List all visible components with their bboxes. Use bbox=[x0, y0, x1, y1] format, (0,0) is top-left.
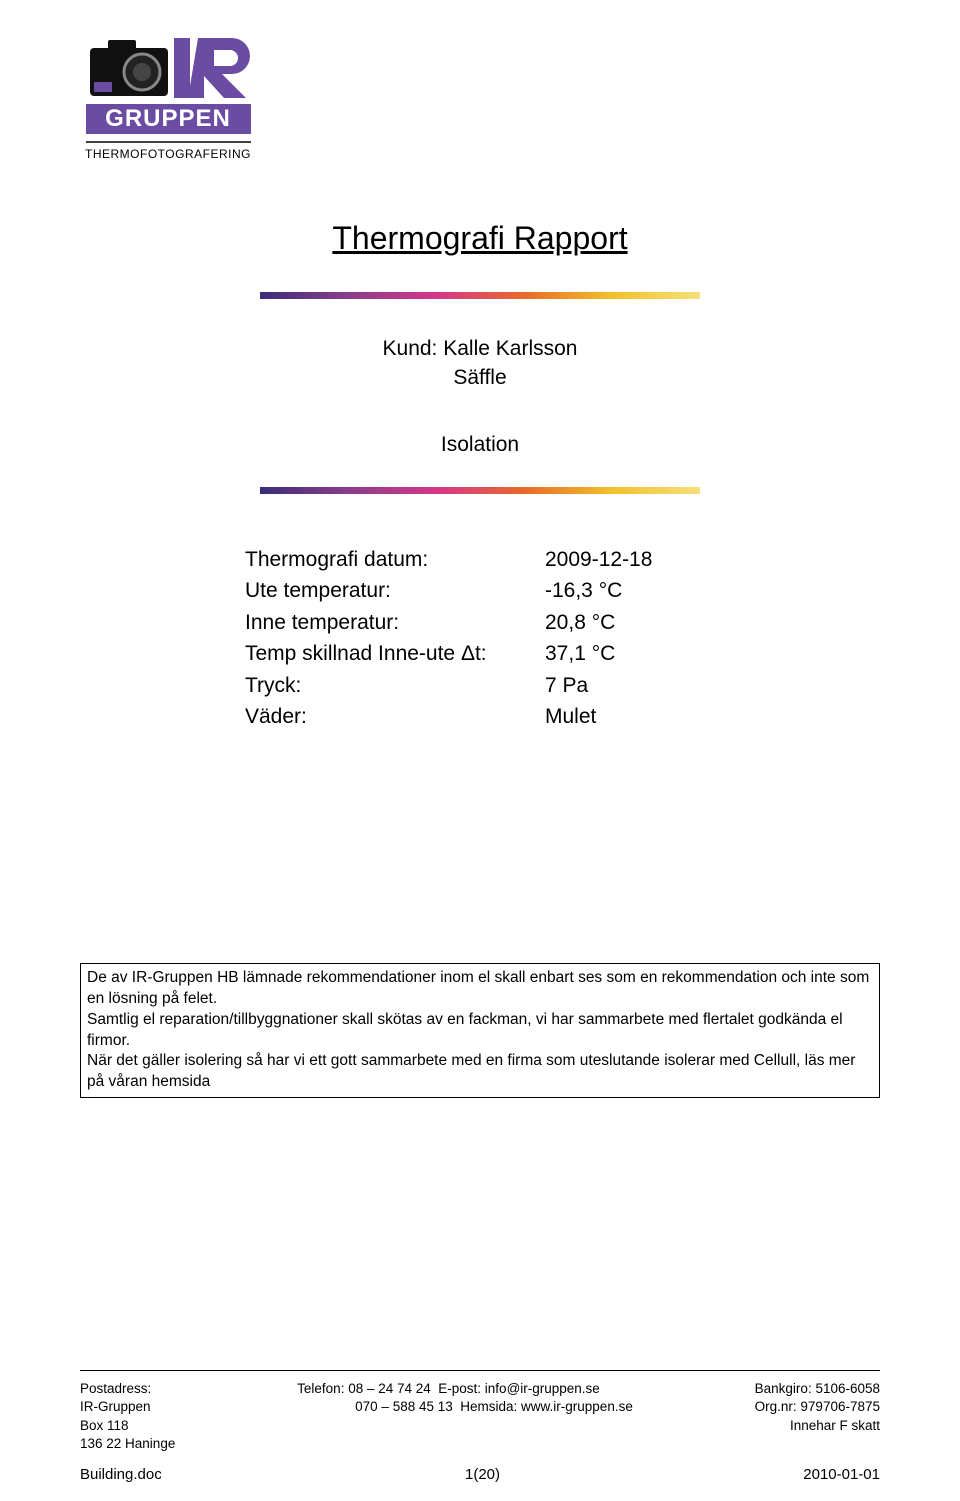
data-row: Thermografi datum:2009-12-18 bbox=[245, 544, 715, 576]
report-title: Thermografi Rapport bbox=[80, 220, 880, 257]
footer-col-contact: Telefon: 08 – 24 74 24 E-post: info@ir-g… bbox=[297, 1380, 633, 1453]
logo-bottom-text: THERMOFOTOGRAFERING bbox=[85, 147, 251, 161]
gradient-bar-bottom bbox=[260, 487, 700, 494]
footer-col-bank: Bankgiro: 5106-6058 Org.nr: 979706-7875 … bbox=[755, 1380, 880, 1453]
data-row: Temp skillnad Inne-ute Δt:37,1 °C bbox=[245, 638, 715, 670]
customer-block: Kund: Kalle Karlsson Säffle bbox=[80, 334, 880, 393]
kund-label: Kund: bbox=[383, 337, 438, 360]
logo-mid-text: GRUPPEN bbox=[105, 105, 231, 132]
data-table: Thermografi datum:2009-12-18 Ute tempera… bbox=[245, 544, 715, 733]
page-footer: Building.doc 1(20) 2010-01-01 bbox=[80, 1466, 880, 1483]
page-date: 2010-01-01 bbox=[803, 1466, 880, 1483]
rec-p2: Samtlig el reparation/tillbyggnationer s… bbox=[87, 1010, 873, 1052]
data-row: Väder:Mulet bbox=[245, 701, 715, 733]
recommendation-box: De av IR-Gruppen HB lämnade rekommendati… bbox=[80, 963, 880, 1099]
rec-p3: När det gäller isolering så har vi ett g… bbox=[87, 1051, 873, 1093]
rec-p1: De av IR-Gruppen HB lämnade rekommendati… bbox=[87, 968, 873, 1010]
company-logo: GRUPPEN THERMOFOTOGRAFERING bbox=[80, 30, 255, 170]
page-number: 1(20) bbox=[465, 1466, 500, 1483]
data-row: Inne temperatur:20,8 °C bbox=[245, 607, 715, 639]
footer: Postadress: IR-Gruppen Box 118 136 22 Ha… bbox=[80, 1380, 880, 1453]
section-title: Isolation bbox=[80, 433, 880, 457]
footer-divider bbox=[80, 1370, 880, 1371]
data-row: Ute temperatur:-16,3 °C bbox=[245, 575, 715, 607]
data-row: Tryck:7 Pa bbox=[245, 670, 715, 702]
gradient-bar-top bbox=[260, 292, 700, 299]
kund-city: Säffle bbox=[453, 366, 506, 389]
kund-name: Kalle Karlsson bbox=[443, 337, 577, 360]
footer-col-address: Postadress: IR-Gruppen Box 118 136 22 Ha… bbox=[80, 1380, 175, 1453]
filename: Building.doc bbox=[80, 1466, 162, 1483]
